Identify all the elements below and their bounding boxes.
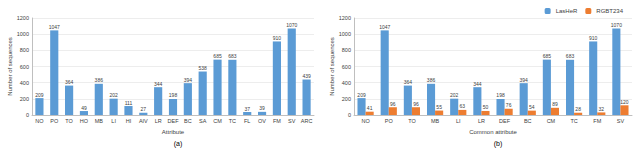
svg-text:1000: 1000 (17, 31, 29, 37)
svg-text:209: 209 (35, 92, 44, 98)
svg-text:198: 198 (169, 92, 178, 98)
svg-text:685: 685 (543, 53, 552, 59)
svg-text:386: 386 (427, 77, 436, 83)
svg-text:202: 202 (450, 92, 459, 98)
svg-text:32: 32 (599, 106, 605, 112)
svg-text:LasHeR: LasHeR (556, 8, 578, 14)
svg-text:SV: SV (617, 118, 625, 124)
svg-text:1047: 1047 (379, 24, 390, 30)
svg-text:1047: 1047 (49, 24, 60, 30)
svg-text:(b): (b) (494, 140, 503, 148)
svg-text:SA: SA (199, 118, 207, 124)
svg-text:600: 600 (342, 64, 351, 70)
svg-text:1070: 1070 (611, 22, 622, 28)
svg-text:PO: PO (385, 118, 394, 124)
svg-text:1000: 1000 (339, 31, 351, 37)
svg-text:538: 538 (199, 65, 208, 71)
svg-text:800: 800 (342, 47, 351, 53)
svg-text:BC: BC (184, 118, 192, 124)
svg-text:DEF: DEF (499, 118, 511, 124)
svg-text:TC: TC (229, 118, 236, 124)
svg-text:PO: PO (50, 118, 59, 124)
svg-text:683: 683 (566, 53, 575, 59)
svg-text:76: 76 (506, 102, 512, 108)
svg-text:TO: TO (408, 118, 416, 124)
svg-text:439: 439 (302, 73, 311, 79)
svg-text:54: 54 (529, 104, 535, 110)
svg-text:Attribute: Attribute (162, 129, 185, 135)
svg-text:DEF: DEF (168, 118, 180, 124)
svg-text:39: 39 (259, 105, 265, 111)
svg-text:400: 400 (342, 80, 351, 86)
svg-text:HO: HO (80, 118, 89, 124)
svg-text:HI: HI (126, 118, 132, 124)
svg-text:63: 63 (460, 103, 466, 109)
svg-text:49: 49 (81, 105, 87, 111)
svg-text:394: 394 (520, 77, 529, 83)
svg-text:202: 202 (109, 92, 118, 98)
svg-text:400: 400 (20, 80, 29, 86)
svg-text:RGBT234: RGBT234 (596, 8, 623, 14)
svg-text:LR: LR (155, 118, 162, 124)
svg-text:(a): (a) (174, 140, 183, 148)
svg-text:96: 96 (390, 101, 396, 107)
svg-text:FM: FM (273, 118, 281, 124)
svg-text:TO: TO (65, 118, 73, 124)
svg-text:89: 89 (552, 101, 558, 107)
svg-text:364: 364 (65, 79, 74, 85)
svg-text:ARC: ARC (301, 118, 313, 124)
svg-text:Number of sequences: Number of sequences (329, 37, 335, 96)
svg-text:200: 200 (342, 96, 351, 102)
svg-text:27: 27 (141, 106, 147, 112)
svg-text:685: 685 (213, 53, 222, 59)
svg-text:NO: NO (35, 118, 44, 124)
svg-text:344: 344 (154, 81, 163, 87)
svg-text:50: 50 (483, 104, 489, 110)
svg-text:55: 55 (436, 104, 442, 110)
svg-text:120: 120 (620, 99, 629, 105)
svg-text:FL: FL (244, 118, 250, 124)
svg-text:LR: LR (478, 118, 485, 124)
svg-text:AIV: AIV (139, 118, 148, 124)
svg-text:CM: CM (213, 118, 222, 124)
svg-text:394: 394 (184, 77, 193, 83)
svg-text:OV: OV (258, 118, 266, 124)
svg-text:LI: LI (111, 118, 116, 124)
svg-text:683: 683 (228, 53, 237, 59)
svg-text:MB: MB (95, 118, 104, 124)
svg-text:LI: LI (456, 118, 461, 124)
svg-text:TC: TC (570, 118, 577, 124)
svg-text:41: 41 (367, 105, 373, 111)
svg-text:200: 200 (20, 96, 29, 102)
svg-text:BC: BC (524, 118, 532, 124)
svg-text:1200: 1200 (339, 15, 351, 21)
svg-text:0: 0 (348, 112, 351, 118)
svg-text:344: 344 (473, 81, 482, 87)
svg-text:600: 600 (20, 64, 29, 70)
svg-text:FM: FM (593, 118, 601, 124)
svg-text:364: 364 (404, 79, 413, 85)
svg-text:1200: 1200 (17, 15, 29, 21)
svg-text:910: 910 (273, 35, 282, 41)
svg-text:CM: CM (547, 118, 556, 124)
svg-text:Common attribute: Common attribute (469, 129, 517, 135)
svg-text:910: 910 (589, 35, 598, 41)
svg-text:209: 209 (357, 92, 366, 98)
svg-text:MB: MB (431, 118, 440, 124)
svg-text:386: 386 (95, 77, 104, 83)
svg-text:28: 28 (575, 106, 581, 112)
svg-text:96: 96 (413, 101, 419, 107)
svg-text:800: 800 (20, 47, 29, 53)
svg-text:NO: NO (361, 118, 370, 124)
svg-text:Number of sequences: Number of sequences (7, 37, 13, 96)
svg-text:37: 37 (244, 106, 250, 112)
svg-text:SV: SV (288, 118, 296, 124)
svg-text:1070: 1070 (286, 22, 297, 28)
svg-text:198: 198 (496, 92, 505, 98)
svg-text:111: 111 (125, 100, 133, 106)
svg-text:0: 0 (26, 112, 29, 118)
